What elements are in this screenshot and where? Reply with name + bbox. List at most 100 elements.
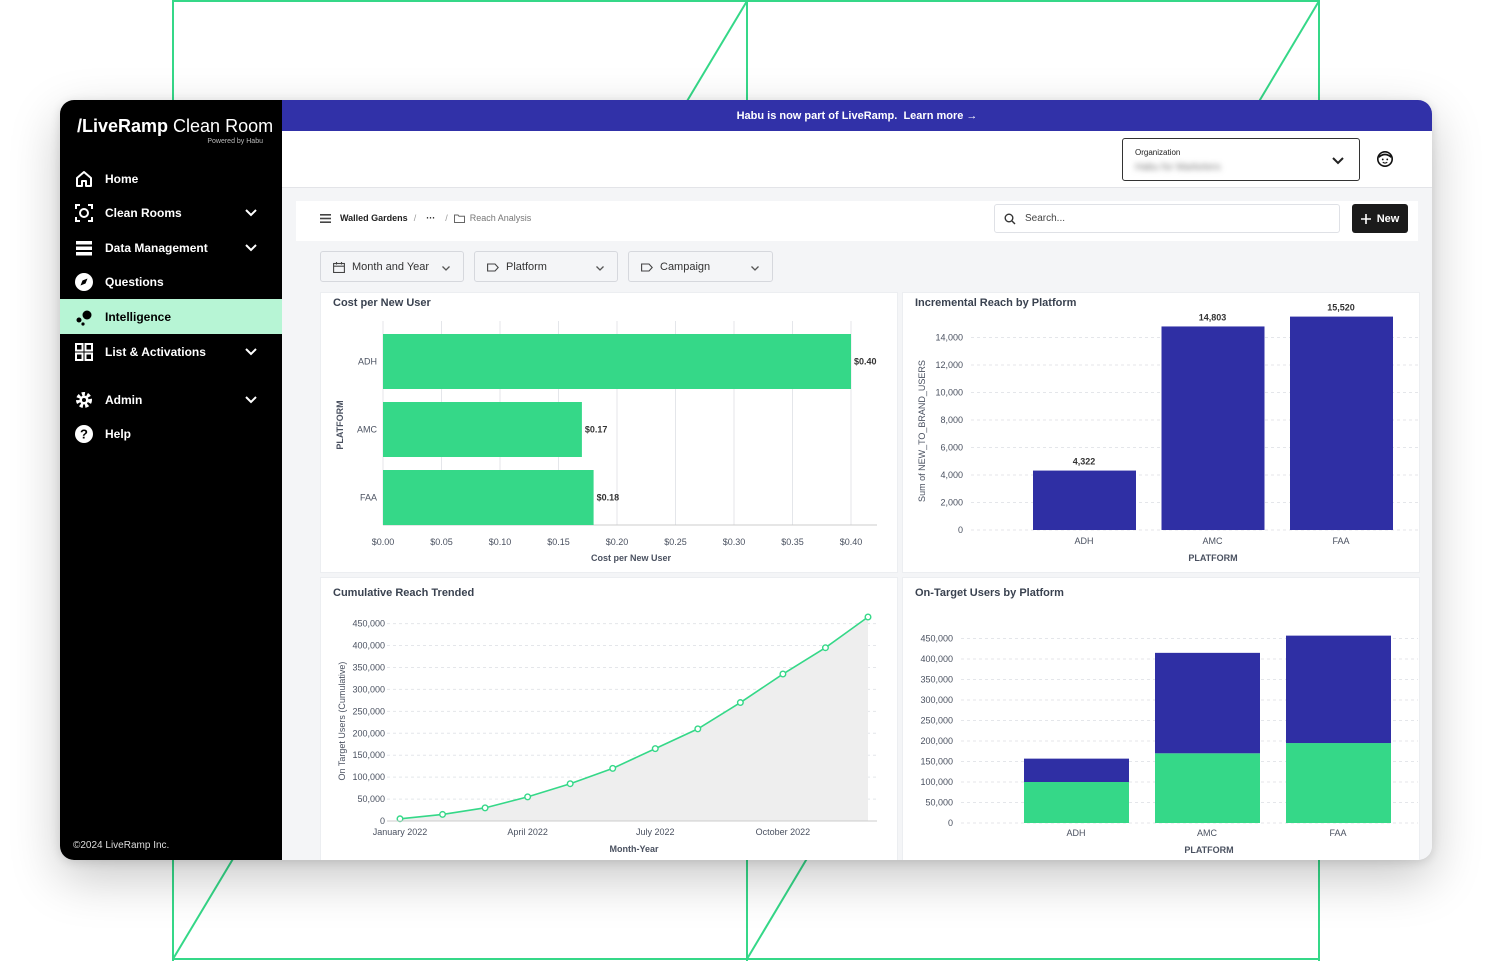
menu-icon[interactable]	[320, 214, 331, 223]
sidebar-item-intelligence[interactable]: Intelligence	[60, 299, 282, 334]
folder-icon	[454, 214, 465, 223]
y-tick-label: 400,000	[352, 641, 385, 651]
chart-title: Cost per New User	[333, 297, 431, 309]
x-tick-label: AMC	[1197, 828, 1218, 838]
sidebar-item-label: Intelligence	[105, 310, 171, 324]
new-button[interactable]: New	[1352, 204, 1408, 233]
x-tick-label: FAA	[1332, 536, 1349, 546]
x-tick-label: January 2022	[373, 827, 428, 837]
data-point	[780, 671, 786, 677]
y-tick-label: ADH	[358, 357, 377, 367]
y-tick-label: FAA	[360, 493, 377, 503]
svg-text:?: ?	[80, 427, 88, 442]
data-point	[652, 746, 658, 752]
y-tick-label: 50,000	[357, 794, 385, 804]
chart-card-on-target-users: On-Target Users by Platform 0 50,000 100,0…	[902, 577, 1420, 860]
x-tick-label: $0.30	[723, 537, 746, 547]
sidebar-item-data-management[interactable]: Data Management	[60, 230, 282, 265]
breadcrumb-current: Reach Analysis	[470, 213, 532, 223]
sidebar-item-home[interactable]: Home	[60, 161, 282, 196]
y-tick-label: 150,000	[920, 757, 953, 767]
app-window: /LiveRamp Clean Room Powered by Habu Hom…	[60, 100, 1432, 860]
y-tick-label: 14,000	[935, 333, 963, 343]
search-input[interactable]: Search...	[994, 204, 1340, 233]
y-tick-label: 250,000	[352, 706, 385, 716]
brand-name: /LiveRamp	[77, 116, 168, 136]
filter-label: Campaign	[660, 261, 710, 273]
sidebar-item-help[interactable]: ? Help	[60, 416, 282, 451]
y-tick-label: 50,000	[925, 798, 953, 808]
data-point	[482, 805, 488, 811]
x-tick-label: $0.20	[606, 537, 629, 547]
data-point	[567, 781, 573, 787]
bar	[1033, 471, 1136, 530]
stacked-bar-segment	[1024, 782, 1129, 823]
sidebar-item-questions[interactable]: Questions	[60, 264, 282, 299]
chart-title: On-Target Users by Platform	[915, 587, 1064, 599]
x-tick-label: April 2022	[507, 827, 548, 837]
data-label: 15,520	[1327, 303, 1355, 313]
brand-logo: /LiveRamp Clean Room Powered by Habu	[77, 116, 277, 137]
y-tick-label: 2,000	[940, 498, 963, 508]
data-point	[865, 614, 871, 620]
chevron-down-icon	[244, 344, 258, 358]
chart-on-target-users: 0 50,000 100,000 150,000 200,000 250,000 300,0…	[903, 578, 1421, 860]
database-icon	[74, 238, 94, 258]
y-tick-label: 350,000	[920, 675, 953, 685]
calendar-icon	[333, 262, 345, 273]
sidebar-item-label: Help	[105, 427, 131, 441]
top-bar: Organization Habu for Marketers	[282, 131, 1432, 188]
data-label: $0.18	[597, 493, 620, 503]
x-axis-label: Cost per New User	[591, 553, 672, 563]
x-tick-label: $0.40	[840, 537, 863, 547]
y-tick-label: 350,000	[352, 662, 385, 672]
x-tick-label: July 2022	[636, 827, 675, 837]
x-tick-label: AMC	[1203, 536, 1224, 546]
filter-month-year[interactable]: Month and Year	[320, 251, 464, 282]
x-tick-label: $0.35	[781, 537, 804, 547]
stacked-bar-segment	[1155, 753, 1260, 823]
new-button-label: New	[1377, 213, 1400, 225]
y-tick-label: 250,000	[920, 716, 953, 726]
compass-icon	[74, 272, 94, 292]
clean-room-icon	[74, 203, 94, 223]
banner-learn-more-link[interactable]: Learn more →	[903, 110, 977, 122]
avatar-icon[interactable]	[1376, 150, 1394, 168]
filter-platform[interactable]: Platform	[474, 251, 618, 282]
gear-icon	[74, 390, 94, 410]
breadcrumb-more[interactable]: ···	[426, 213, 435, 223]
chevron-down-icon	[750, 263, 760, 273]
sidebar-item-admin[interactable]: Admin	[60, 382, 282, 417]
y-tick-label: 10,000	[935, 388, 963, 398]
y-tick-label: 12,000	[935, 360, 963, 370]
x-tick-label: FAA	[1329, 828, 1346, 838]
grid-icon	[74, 342, 94, 362]
filter-campaign[interactable]: Campaign	[628, 251, 773, 282]
bar	[1162, 326, 1265, 530]
sidebar-item-clean-rooms[interactable]: Clean Rooms	[60, 195, 282, 230]
chart-incremental-reach: 0 2,000 4,000 6,000 8,000 10,000 12,000 14,000 4…	[903, 293, 1421, 574]
y-axis-label: Sum of NEW_TO_BRAND_USERS	[917, 360, 927, 502]
data-point	[738, 700, 744, 706]
sidebar-item-label: Questions	[105, 275, 164, 289]
chevron-down-icon	[244, 240, 258, 254]
chevron-down-icon	[244, 392, 258, 406]
main-content: Habu is now part of LiveRamp. Learn more…	[282, 100, 1432, 860]
help-icon: ?	[74, 424, 94, 444]
organization-select[interactable]: Organization Habu for Marketers	[1122, 138, 1360, 181]
intelligence-icon	[74, 307, 94, 327]
data-point	[695, 726, 701, 732]
chart-cost-per-new-user: $0.00 $0.05 $0.10 $0.15 $0.20 $0.25 $0.30 $0.35…	[321, 293, 899, 574]
y-tick-label: 150,000	[352, 750, 385, 760]
breadcrumb-walled-gardens[interactable]: Walled Gardens	[340, 213, 408, 223]
bar	[383, 402, 582, 457]
announcement-banner: Habu is now part of LiveRamp. Learn more…	[282, 100, 1432, 131]
plus-icon	[1361, 214, 1371, 224]
x-axis-label: PLATFORM	[1188, 553, 1237, 563]
page-toolbar: Walled Gardens / ··· / Reach Analysis Se…	[296, 201, 1418, 241]
bar	[383, 334, 851, 389]
chevron-down-icon	[441, 263, 451, 273]
sidebar-item-list-activations[interactable]: List & Activations	[60, 334, 282, 369]
sidebar-item-label: Admin	[105, 393, 142, 407]
tag-icon	[641, 262, 653, 273]
